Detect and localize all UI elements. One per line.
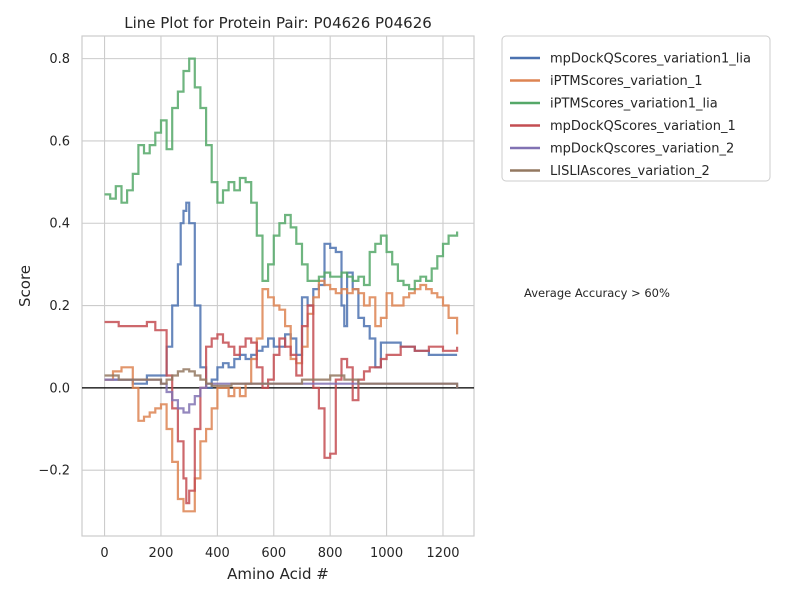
legend: mpDockQScores_variation1_lia iPTMScores_v… [501, 35, 771, 182]
y-axis-label: Score [16, 265, 34, 307]
y-axis-ticks: −0.2 0.0 0.2 0.4 0.6 0.8 [38, 52, 70, 479]
y-tick-label: 0.4 [49, 217, 70, 232]
x-tick-label: 1200 [426, 546, 459, 561]
series-line-1 [104, 201, 458, 389]
y-tick-label: 0.8 [49, 52, 70, 67]
series-lines [104, 57, 459, 513]
x-tick-label: 0 [100, 546, 108, 561]
x-tick-label: 600 [261, 546, 286, 561]
legend-label: mpDockQScores_variation1_lia [550, 52, 751, 67]
legend-label: iPTMScores_variation_1 [550, 74, 703, 89]
chart-title: Line Plot for Protein Pair: P04626 P0462… [124, 14, 432, 32]
grid [82, 36, 474, 536]
y-tick-label: 0.2 [49, 299, 70, 314]
series-line-3 [104, 57, 459, 291]
legend-items: mpDockQScores_variation1_lia iPTMScores_v… [510, 52, 751, 179]
legend-label: LISLIAscores_variation_2 [550, 164, 710, 179]
series-line-6 [104, 368, 459, 388]
legend-label: iPTMScores_variation1_lia [550, 97, 718, 112]
y-tick-label: 0.0 [49, 381, 70, 396]
y-tick-label: −0.2 [38, 464, 70, 479]
legend-label: mpDockQscores_variation_2 [550, 142, 734, 157]
x-tick-label: 200 [149, 546, 174, 561]
plot-area [81, 35, 475, 537]
y-tick-label: 0.6 [49, 134, 70, 149]
series-line-2 [104, 279, 459, 513]
accuracy-annotation: Average Accuracy > 60% [524, 286, 670, 300]
x-tick-label: 400 [205, 546, 230, 561]
x-tick-label: 800 [318, 546, 343, 561]
x-axis-label: Amino Acid # [227, 565, 329, 583]
x-tick-label: 1000 [370, 546, 403, 561]
legend-label: mpDockQScores_variation_1 [550, 119, 736, 134]
legend-frame [501, 35, 771, 182]
x-axis-ticks: 0 200 400 600 800 1000 1200 [100, 546, 459, 561]
series-line-4 [104, 304, 459, 505]
